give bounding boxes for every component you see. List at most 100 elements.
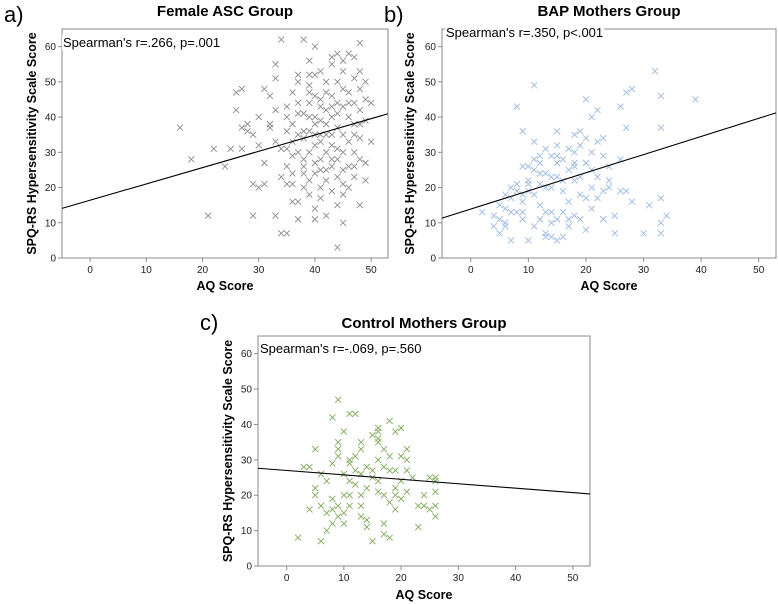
- scatter-point: [530, 222, 538, 230]
- x-tick-label: 30: [253, 265, 265, 276]
- scatter-point: [340, 520, 348, 527]
- scatter-point: [599, 134, 607, 142]
- fit-line: [61, 113, 389, 209]
- scatter-point: [507, 184, 515, 191]
- scatter-point: [530, 166, 538, 174]
- scatter-point: [380, 491, 388, 499]
- scatter-point: [599, 215, 607, 223]
- scatter-point: [357, 438, 365, 446]
- fit-line: [441, 112, 777, 219]
- scatter-point: [374, 438, 382, 446]
- scatter-point: [323, 477, 331, 485]
- scatter-point: [350, 163, 358, 170]
- scatter-point: [339, 191, 347, 198]
- scatter-point: [367, 99, 375, 107]
- scatter-point: [345, 184, 352, 191]
- scatter-point: [277, 230, 285, 237]
- scatter-point: [536, 180, 544, 188]
- scatter-point: [530, 82, 538, 89]
- scatter-point: [392, 491, 399, 499]
- scatter-point: [356, 156, 364, 163]
- scatter-point: [294, 148, 302, 156]
- scatter-point: [386, 417, 393, 425]
- scatter-point: [339, 103, 347, 110]
- scatter-point: [367, 138, 375, 146]
- scatter-point: [311, 43, 319, 50]
- scatter-point: [565, 215, 573, 223]
- scatter-point: [362, 78, 369, 86]
- scatter-point: [369, 431, 376, 439]
- scatter-point: [311, 113, 319, 121]
- scatter-point: [266, 120, 274, 128]
- scatter-point: [588, 205, 596, 212]
- scatter-point: [553, 237, 561, 244]
- scatter-point: [594, 173, 601, 181]
- scatter-point: [283, 113, 291, 121]
- scatter-point: [329, 495, 336, 503]
- scatter-point: [513, 208, 521, 216]
- scatter-point: [328, 53, 336, 61]
- scatter-point: [351, 452, 359, 460]
- scatter-point: [289, 89, 296, 96]
- scatter-point: [640, 230, 647, 237]
- scatter-point: [350, 173, 358, 181]
- panel-letter: c): [200, 310, 218, 335]
- scatter-point: [363, 484, 371, 492]
- x-tick-label: 50: [567, 573, 579, 584]
- scatter-point: [645, 201, 653, 209]
- x-tick-label: 10: [338, 573, 350, 584]
- scatter-point: [519, 198, 526, 205]
- scatter-point: [277, 173, 285, 181]
- scatter-point: [300, 156, 308, 163]
- scatter-point: [432, 502, 439, 510]
- x-axis-title: AQ Score: [197, 279, 254, 293]
- scatter-point: [317, 156, 324, 163]
- scatter-point: [334, 99, 341, 107]
- x-tick-label: 40: [510, 573, 522, 584]
- scatter-point: [346, 460, 353, 467]
- scatter-point: [599, 152, 607, 160]
- scatter-point: [565, 166, 573, 174]
- chart-title: BAP Mothers Group: [537, 3, 680, 20]
- x-axis-title: AQ Score: [581, 279, 638, 293]
- scatter-point: [397, 495, 405, 503]
- scatter-point: [345, 163, 352, 170]
- scatter-point: [513, 103, 521, 110]
- scatter-point: [255, 141, 263, 149]
- scatter-point: [305, 191, 313, 198]
- scatter-point: [432, 513, 439, 520]
- scatter-point: [553, 141, 561, 149]
- scatter-point: [255, 113, 263, 121]
- scatter-point: [300, 127, 308, 135]
- scatter-point: [305, 113, 313, 121]
- scatter-point: [582, 134, 590, 142]
- scatter-point: [232, 89, 240, 96]
- scatter-point: [490, 222, 498, 230]
- scatter-point: [294, 198, 302, 205]
- scatter-point: [582, 194, 590, 202]
- scatter-point: [283, 180, 291, 188]
- scatter-point: [565, 145, 573, 153]
- y-axis-title: SPQ-RS Hypersensitivity Scale Score: [403, 32, 417, 254]
- scatter-point: [548, 152, 555, 160]
- scatter-point: [657, 230, 665, 237]
- scatter-point: [334, 244, 341, 251]
- scatter-point: [340, 470, 348, 478]
- scatter-point: [339, 67, 347, 75]
- scatter-point: [300, 463, 308, 471]
- scatter-point: [244, 127, 251, 135]
- scatter-point: [374, 424, 382, 432]
- scatter-point: [249, 212, 257, 220]
- y-tick-label: 0: [50, 254, 56, 265]
- scatter-point: [334, 513, 342, 520]
- scatter-point: [478, 208, 486, 216]
- scatter-point: [530, 138, 538, 146]
- y-tick-label: 60: [425, 42, 437, 53]
- scatter-point: [322, 89, 330, 96]
- scatter-point: [334, 396, 342, 404]
- scatter-point: [374, 428, 382, 435]
- scatter-point: [283, 163, 291, 170]
- scatter-point: [328, 113, 336, 121]
- scatter-point: [334, 445, 342, 453]
- y-tick-label: 40: [45, 113, 57, 124]
